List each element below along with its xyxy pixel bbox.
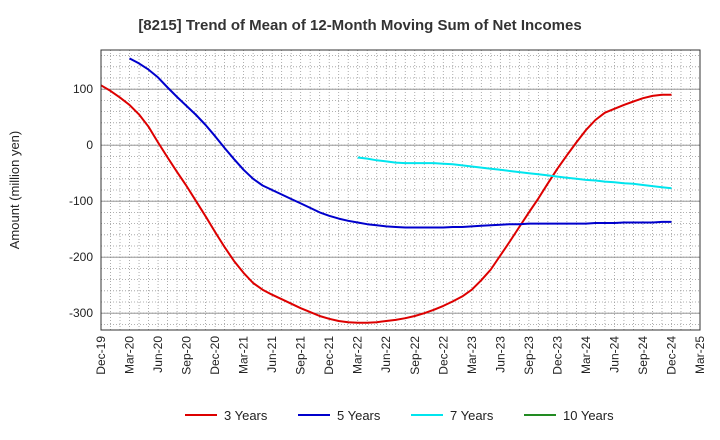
chart-title: [8215] Trend of Mean of 12-Month Moving … (138, 17, 581, 34)
gridlines (101, 50, 700, 330)
x-tick-label: Sep-21 (294, 336, 308, 375)
x-tick-label: Sep-20 (180, 336, 194, 375)
x-tick-label: Dec-23 (550, 336, 564, 375)
y-tick-label: 0 (86, 138, 93, 152)
x-tick-label: Mar-25 (693, 336, 707, 374)
y-tick-label: -300 (69, 306, 93, 320)
x-tick-labels: Dec-19 Mar-20 Jun-20 Sep-20 Dec-20 Mar-21 Jun-… (94, 336, 707, 375)
x-tick-label: Mar-21 (237, 336, 251, 374)
x-tick-label: Jun-20 (151, 336, 165, 373)
legend-label: 10 Years (563, 408, 614, 423)
x-tick-label: Jun-23 (493, 336, 507, 373)
x-tick-label: Mar-22 (351, 336, 365, 374)
series-lines (100, 57, 672, 324)
y-tick-labels: 100 0 -100 -200 -300 (69, 82, 93, 320)
x-tick-label: Dec-19 (94, 336, 108, 375)
y-tick-label: -200 (69, 250, 93, 264)
legend-label: 5 Years (337, 408, 381, 423)
x-tick-label: Mar-24 (579, 336, 593, 374)
x-tick-label: Sep-22 (408, 336, 422, 375)
series-line-7-years (357, 156, 672, 190)
y-tick-label: 100 (73, 82, 93, 96)
x-tick-label: Dec-22 (436, 336, 450, 375)
x-tick-label: Jun-22 (379, 336, 393, 373)
x-tick-label: Dec-21 (322, 336, 336, 375)
x-tick-label: Sep-23 (522, 336, 536, 375)
series-line-3-years (100, 84, 672, 324)
series-line-5-years (129, 57, 672, 229)
legend-label: 3 Years (224, 408, 268, 423)
x-tick-label: Mar-20 (123, 336, 137, 374)
y-tick-label: -100 (69, 194, 93, 208)
x-tick-label: Jun-21 (265, 336, 279, 373)
y-axis-label: Amount (million yen) (7, 131, 22, 250)
plot-frame (100, 49, 701, 331)
legend-label: 7 Years (450, 408, 494, 423)
legend: 3 Years 5 Years 7 Years 10 Years (185, 408, 614, 423)
x-tick-label: Dec-24 (664, 336, 678, 375)
x-tick-label: Jun-24 (607, 336, 621, 373)
x-tick-label: Dec-20 (208, 336, 222, 375)
x-tick-label: Mar-23 (465, 336, 479, 374)
x-tick-label: Sep-24 (636, 336, 650, 375)
